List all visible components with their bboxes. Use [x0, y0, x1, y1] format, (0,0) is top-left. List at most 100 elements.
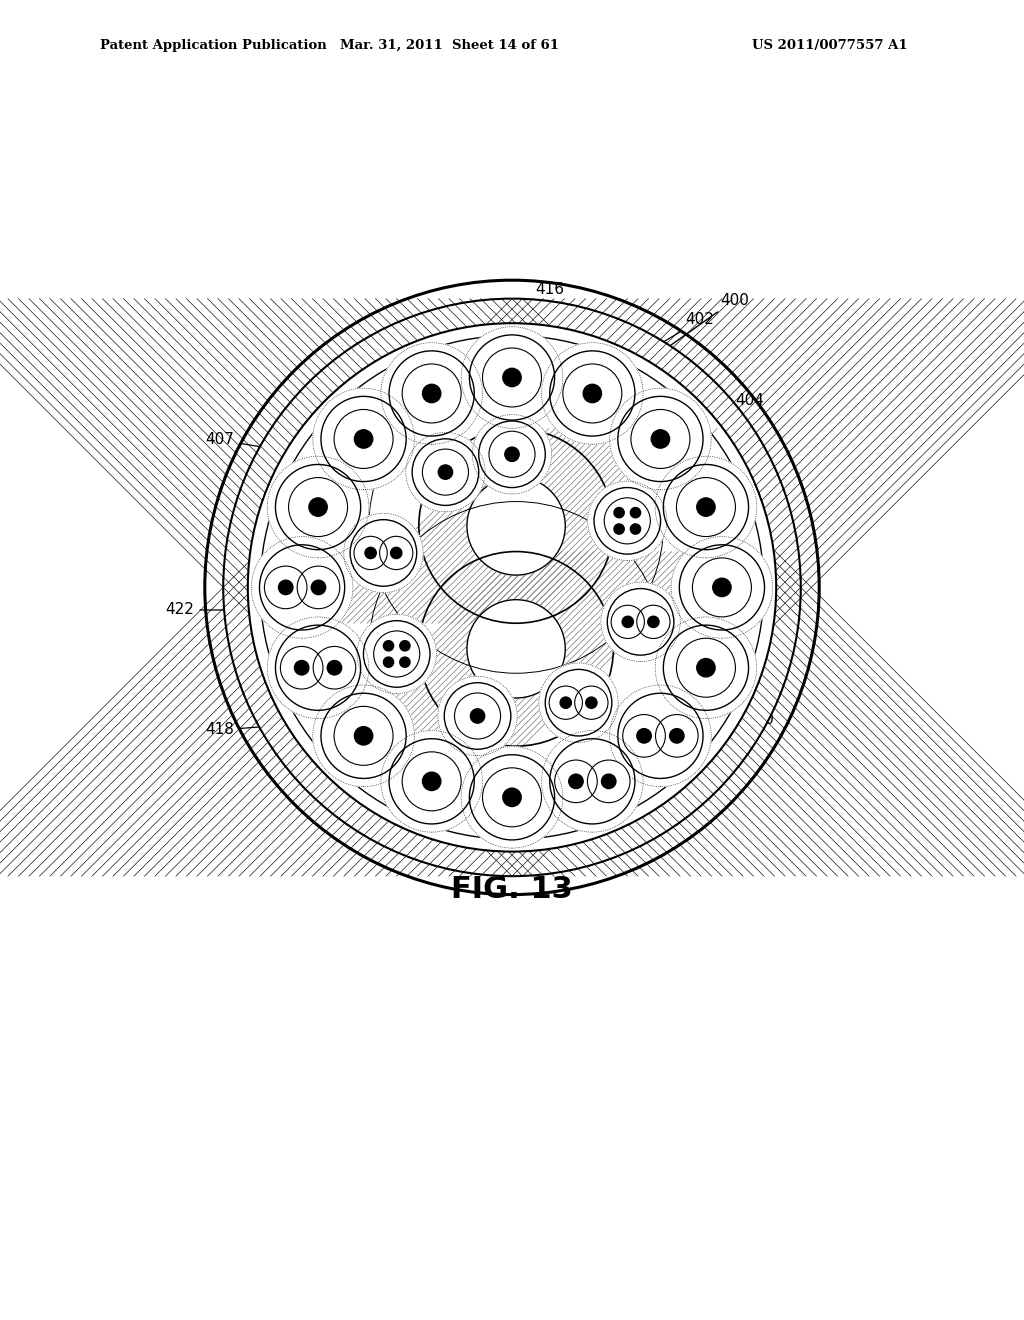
- Circle shape: [309, 498, 328, 516]
- Circle shape: [655, 457, 757, 558]
- Circle shape: [419, 552, 613, 746]
- Text: FIG. 13: FIG. 13: [452, 875, 572, 904]
- Circle shape: [614, 524, 625, 535]
- Circle shape: [671, 537, 773, 638]
- Text: Patent Application Publication: Patent Application Publication: [100, 38, 327, 51]
- Circle shape: [601, 774, 615, 788]
- Text: 410: 410: [669, 708, 774, 727]
- Circle shape: [609, 388, 712, 490]
- Circle shape: [328, 660, 342, 675]
- Circle shape: [631, 409, 690, 469]
- Circle shape: [205, 280, 819, 895]
- Circle shape: [696, 498, 715, 516]
- Circle shape: [563, 364, 622, 422]
- Circle shape: [713, 578, 731, 597]
- Circle shape: [574, 686, 608, 719]
- Circle shape: [505, 447, 519, 462]
- Circle shape: [470, 709, 484, 723]
- Text: 408: 408: [674, 553, 784, 581]
- Circle shape: [406, 433, 485, 512]
- Circle shape: [696, 659, 715, 677]
- Circle shape: [637, 729, 651, 743]
- Circle shape: [354, 727, 373, 744]
- Circle shape: [312, 388, 415, 490]
- Circle shape: [281, 647, 323, 689]
- Circle shape: [655, 616, 757, 718]
- Circle shape: [419, 429, 613, 623]
- Circle shape: [334, 409, 393, 469]
- Circle shape: [354, 536, 387, 570]
- Circle shape: [423, 449, 469, 495]
- Text: 407: 407: [206, 433, 336, 461]
- Circle shape: [692, 558, 752, 616]
- Circle shape: [249, 325, 775, 850]
- Circle shape: [223, 298, 801, 876]
- Circle shape: [583, 384, 601, 403]
- Circle shape: [677, 478, 735, 536]
- Circle shape: [631, 524, 641, 535]
- Circle shape: [312, 685, 415, 787]
- Circle shape: [604, 498, 650, 544]
- Circle shape: [399, 657, 410, 668]
- Text: 416: 416: [518, 282, 564, 329]
- Circle shape: [267, 457, 369, 558]
- Text: 420: 420: [674, 623, 784, 651]
- Circle shape: [542, 730, 643, 832]
- Circle shape: [354, 430, 373, 447]
- Circle shape: [313, 647, 355, 689]
- Circle shape: [423, 384, 441, 403]
- Circle shape: [623, 714, 666, 758]
- Circle shape: [279, 581, 293, 594]
- Circle shape: [399, 640, 410, 651]
- Text: 406: 406: [679, 462, 774, 491]
- Circle shape: [267, 616, 369, 718]
- Circle shape: [383, 640, 393, 651]
- Circle shape: [467, 477, 565, 576]
- Circle shape: [357, 614, 436, 693]
- Circle shape: [637, 605, 670, 639]
- Circle shape: [609, 685, 712, 787]
- Circle shape: [381, 730, 482, 832]
- Circle shape: [402, 752, 461, 810]
- Circle shape: [503, 368, 521, 387]
- Circle shape: [461, 326, 563, 428]
- Circle shape: [365, 548, 376, 558]
- Circle shape: [402, 364, 461, 422]
- Circle shape: [588, 760, 630, 803]
- Circle shape: [651, 430, 670, 447]
- Circle shape: [560, 697, 571, 709]
- Circle shape: [623, 616, 634, 627]
- Circle shape: [423, 772, 441, 791]
- Circle shape: [482, 768, 542, 826]
- Circle shape: [251, 537, 353, 638]
- Circle shape: [261, 337, 763, 838]
- Circle shape: [467, 599, 565, 698]
- Circle shape: [472, 414, 552, 494]
- Circle shape: [670, 729, 684, 743]
- Circle shape: [289, 478, 347, 536]
- Circle shape: [568, 774, 583, 788]
- Circle shape: [383, 657, 393, 668]
- Circle shape: [555, 760, 597, 803]
- Circle shape: [586, 697, 597, 709]
- Circle shape: [539, 663, 618, 742]
- Text: 418: 418: [206, 718, 346, 738]
- Circle shape: [503, 788, 521, 807]
- Circle shape: [655, 714, 698, 758]
- Circle shape: [601, 582, 680, 661]
- Circle shape: [611, 605, 644, 639]
- Circle shape: [438, 676, 517, 755]
- Circle shape: [264, 566, 307, 609]
- Circle shape: [482, 348, 542, 407]
- Circle shape: [380, 536, 413, 570]
- Text: 414: 414: [493, 783, 545, 842]
- Circle shape: [461, 747, 563, 849]
- Circle shape: [549, 686, 583, 719]
- Text: 412: 412: [573, 772, 644, 828]
- Circle shape: [334, 706, 393, 766]
- Circle shape: [381, 343, 482, 445]
- Circle shape: [344, 513, 423, 593]
- Text: 402: 402: [629, 313, 715, 363]
- Text: 404: 404: [679, 392, 765, 429]
- Circle shape: [374, 631, 420, 677]
